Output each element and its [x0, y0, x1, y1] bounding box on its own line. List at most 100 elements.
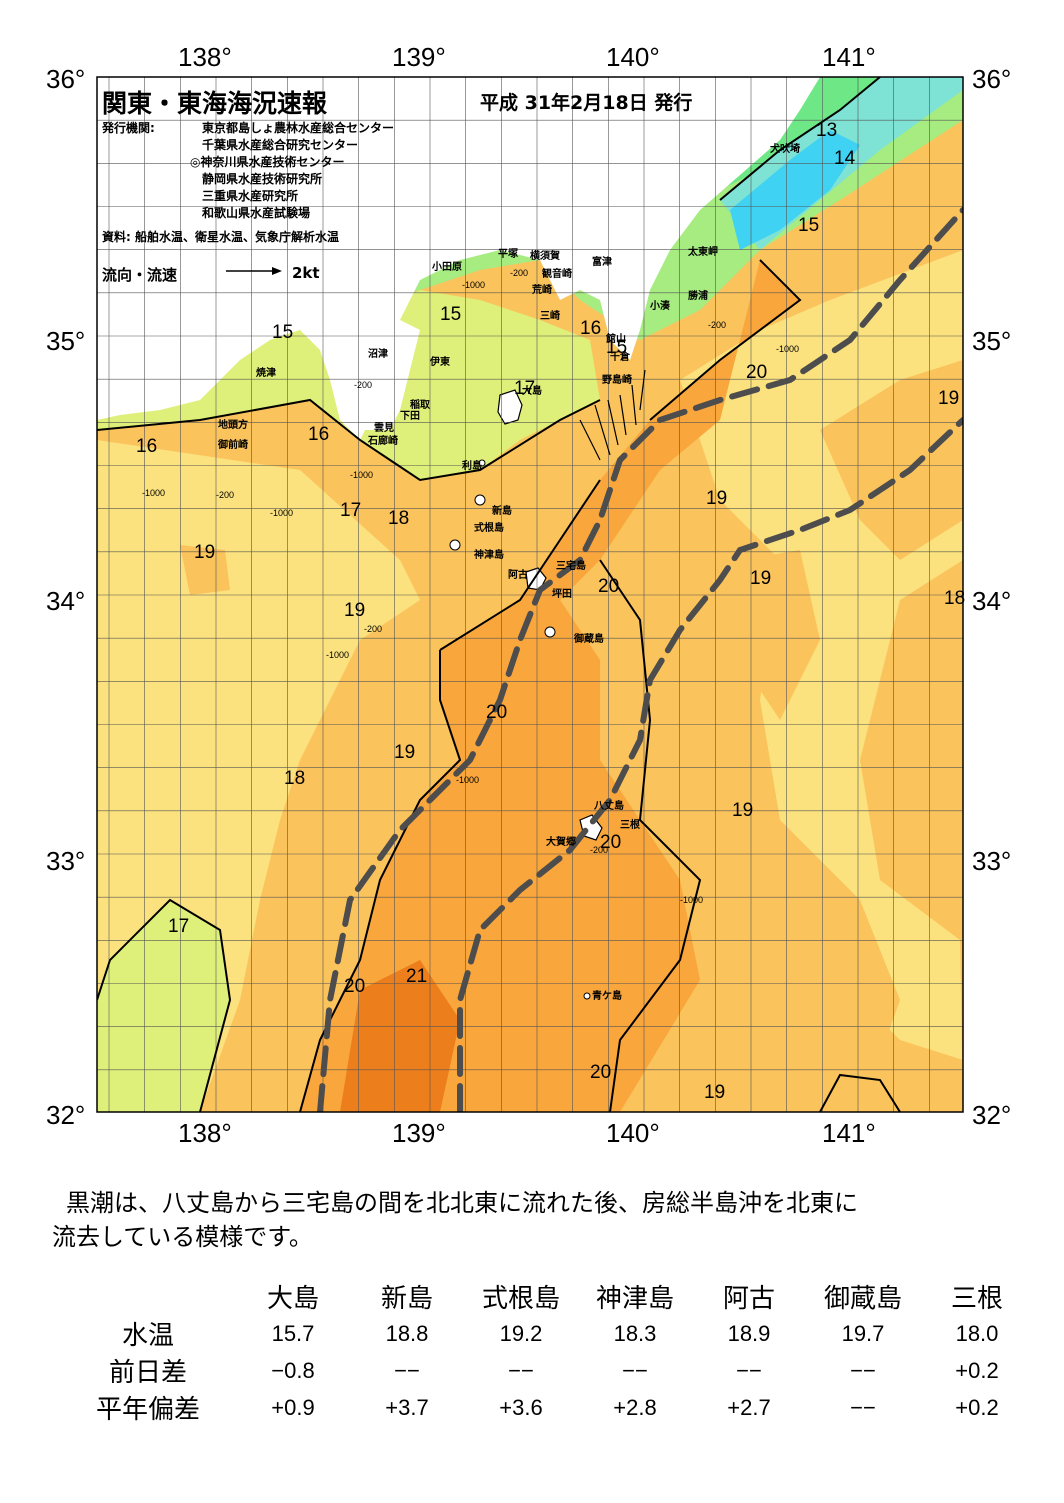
- depth-label: -1000: [326, 650, 350, 660]
- place-label: 地頭方: [218, 420, 248, 431]
- row-label: 水温: [121, 1321, 174, 1351]
- isotherm-label: 20: [598, 576, 620, 597]
- temp-zone-13: [730, 130, 860, 250]
- place-label: 荒崎: [532, 285, 552, 296]
- place-label: 犬吠埼: [770, 144, 800, 155]
- island-mikurajima: [544, 626, 556, 638]
- isotherm-label: 19: [706, 488, 728, 509]
- depth-label: -1000: [270, 508, 294, 518]
- place-label: 雲見: [374, 423, 394, 434]
- table-cell: 19.2: [499, 1320, 543, 1346]
- place-label: 平塚: [498, 249, 518, 260]
- isotherm-label: 19: [704, 1082, 726, 1103]
- table-cell: 18.0: [955, 1320, 999, 1346]
- place-label: 横須賀: [530, 251, 560, 262]
- isotherm-label: 15: [272, 322, 294, 343]
- place-label: 新島: [492, 506, 512, 517]
- table-cell: +0.2: [955, 1394, 999, 1420]
- place-label: 小湊: [650, 301, 670, 312]
- lat-label-left-36: 36°: [46, 64, 86, 94]
- place-label: 式根島: [474, 523, 504, 534]
- place-label: 八丈島: [594, 801, 624, 812]
- issue-date: 平成 31年2月18日 発行: [480, 92, 693, 114]
- isotherm-label: 18: [944, 588, 966, 609]
- place-label: 青ケ島: [592, 991, 622, 1002]
- island-kozushima: [449, 539, 461, 551]
- temp-zone-20: [300, 260, 800, 1112]
- depth-label: -200: [216, 490, 235, 500]
- lat-label-right-33: 33°: [972, 846, 1012, 876]
- place-label: 大賀郷: [546, 837, 576, 848]
- isotherm-label: 19: [194, 542, 216, 563]
- flow-legend-scale: 2kt: [292, 264, 320, 282]
- depth-label: -1000: [776, 344, 800, 354]
- depth-label: -1000: [456, 775, 480, 785]
- place-label: 千倉: [610, 352, 630, 363]
- isotherm-label: 19: [344, 600, 366, 621]
- place-label: 富津: [592, 257, 612, 268]
- depth-label: -1000: [462, 280, 486, 290]
- island-oshima: [497, 389, 523, 425]
- issuer-item: ◎神奈川県水産技術センター: [190, 155, 345, 169]
- place-label: 阿古: [508, 570, 528, 581]
- station-header: 阿古: [722, 1284, 775, 1314]
- place-label: 稲取: [410, 400, 430, 411]
- table-cell: +3.7: [385, 1394, 429, 1420]
- place-label: 小田原: [432, 262, 462, 273]
- table-cell: +0.9: [271, 1394, 315, 1420]
- issuer-item: 東京都島しょ農林水産総合センター: [202, 121, 395, 135]
- place-label: 利島: [462, 461, 482, 472]
- station-header: 三根: [950, 1284, 1003, 1314]
- lon-label-top-138: 138°: [178, 42, 232, 72]
- lat-label-right-35: 35°: [972, 326, 1012, 356]
- isotherm-label: 20: [590, 1062, 612, 1083]
- station-header: 新島: [380, 1284, 433, 1314]
- table-row: 前日差 −0.8 −− −− −− −− −− +0.2: [60, 1352, 1034, 1389]
- isotherm-label: 15: [606, 337, 628, 358]
- depth-label: -200: [590, 845, 609, 855]
- place-label: 太東岬: [688, 247, 718, 258]
- sea-temperature-map: [96, 76, 964, 1113]
- depth-label: -1000: [680, 895, 704, 905]
- lon-label-bottom-138: 138°: [178, 1118, 232, 1148]
- place-label: 勝浦: [688, 291, 708, 302]
- data-source: 資料: 船舶水温、衛星水温、気象庁解析水温: [102, 230, 339, 244]
- temp-zone-19-east-a: [820, 360, 963, 560]
- lat-lon-grid: [97, 77, 963, 1112]
- isotherm-lines: [97, 77, 901, 1112]
- row-label: 平年偏差: [95, 1395, 200, 1425]
- table-cell: 18.8: [385, 1320, 429, 1346]
- table-cell: −−: [508, 1357, 534, 1383]
- depth-label: -1000: [350, 470, 374, 480]
- place-label: 三宅島: [556, 561, 586, 572]
- table-cell: −0.8: [271, 1357, 315, 1383]
- table-cell: −−: [622, 1357, 648, 1383]
- table-cell: −−: [850, 1357, 876, 1383]
- isotherm-label: 16: [308, 424, 330, 445]
- isotherm-label: 13: [816, 120, 838, 141]
- table-cell: +2.7: [727, 1394, 771, 1420]
- temp-zone-19-east-b: [740, 550, 820, 720]
- lat-label-left-33: 33°: [46, 846, 86, 876]
- place-label: 御蔵島: [574, 634, 604, 645]
- table-cell: +0.2: [955, 1357, 999, 1383]
- land-izu-peninsula: [330, 310, 420, 430]
- isotherm-label: 15: [440, 304, 462, 325]
- place-label: 野島崎: [602, 375, 632, 386]
- table-cell: −−: [850, 1394, 876, 1420]
- lat-label-left-35: 35°: [46, 326, 86, 356]
- issuer-item: 和歌山県水産試験場: [202, 206, 311, 220]
- isotherm-label: 20: [746, 362, 768, 383]
- isotherm-label: 18: [388, 508, 410, 529]
- map-title: 関東・東海海況速報: [102, 89, 328, 118]
- isotherm-label: 19: [732, 800, 754, 821]
- table-row: 平年偏差 +0.9 +3.7 +3.6 +2.8 +2.7 −− +0.2: [60, 1389, 1034, 1426]
- isotherm-label: 20: [600, 832, 622, 853]
- flow-legend-arrow: [226, 267, 282, 275]
- lat-label-right-34: 34°: [972, 586, 1012, 616]
- isotherm-label: 21: [406, 966, 428, 987]
- temp-zone-17-southwest: [97, 900, 230, 1112]
- isotherm-label: 17: [168, 916, 190, 937]
- issuer-item: 三重県水産研究所: [202, 189, 299, 203]
- table-cell: 18.9: [727, 1320, 771, 1346]
